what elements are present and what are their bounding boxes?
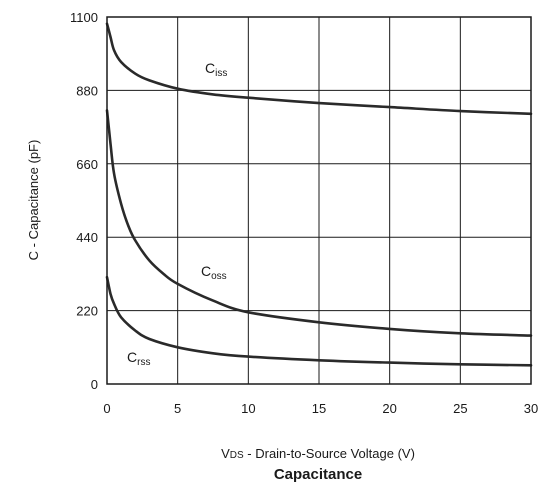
plot-frame bbox=[106, 16, 532, 385]
series-line-rss bbox=[105, 275, 533, 367]
series-label-oss: Coss bbox=[201, 263, 227, 282]
x-tick-label: 0 bbox=[103, 401, 110, 416]
y-tick-label: 0 bbox=[91, 377, 98, 392]
series-lines bbox=[105, 22, 533, 367]
x-tick-label: 30 bbox=[524, 401, 538, 416]
series-line-oss bbox=[105, 109, 533, 337]
y-tick-label: 440 bbox=[76, 230, 98, 245]
x-tick-labels: 0 5 10 15 20 25 30 bbox=[103, 401, 538, 416]
x-tick-label: 25 bbox=[453, 401, 467, 416]
x-tick-label: 10 bbox=[241, 401, 255, 416]
y-tick-labels: 0 220 440 660 880 1100 bbox=[70, 10, 98, 392]
series-label-main: C bbox=[127, 349, 137, 365]
y-tick-label: 660 bbox=[76, 157, 98, 172]
y-tick-label: 880 bbox=[76, 83, 98, 98]
series-label-main: C bbox=[205, 60, 215, 76]
x-tick-label: 15 bbox=[312, 401, 326, 416]
grid bbox=[106, 16, 532, 385]
series-label-sub: rss bbox=[137, 357, 150, 368]
series-label-iss: Ciss bbox=[205, 60, 227, 79]
series-label-sub: oss bbox=[211, 271, 227, 282]
series-label-main: C bbox=[201, 263, 211, 279]
x-axis-label: VDS - Drain-to-Source Voltage (V) bbox=[221, 446, 415, 461]
x-axis-label-rest: - Drain-to-Source Voltage (V) bbox=[244, 446, 415, 461]
chart-title: Capacitance bbox=[274, 466, 362, 483]
y-tick-label: 220 bbox=[76, 304, 98, 319]
series-line-iss bbox=[105, 22, 533, 116]
x-axis-label-prefix: V bbox=[221, 446, 230, 461]
series-label-sub: iss bbox=[215, 68, 227, 79]
y-axis-label: C - Capacitance (pF) bbox=[26, 140, 41, 261]
series-label-rss: Crss bbox=[127, 349, 150, 368]
y-tick-label: 1100 bbox=[70, 10, 98, 25]
x-tick-label: 20 bbox=[382, 401, 396, 416]
x-tick-label: 5 bbox=[174, 401, 181, 416]
x-axis-label-sub: DS bbox=[230, 450, 244, 461]
